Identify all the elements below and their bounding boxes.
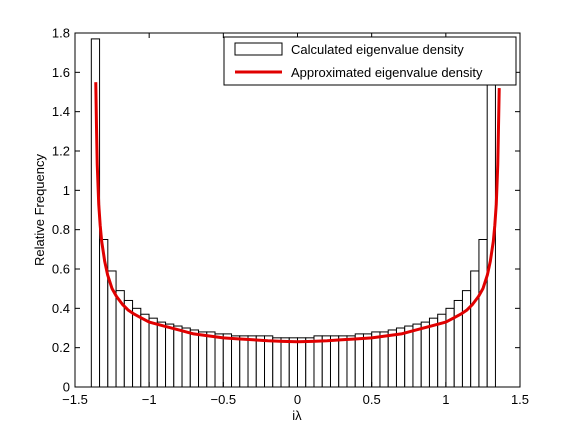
histogram-bar — [132, 307, 142, 388]
y-tick-label: 0.8 — [52, 222, 70, 237]
histogram-bar — [362, 333, 373, 388]
y-tick-label: 1.8 — [52, 26, 70, 41]
approximated-density-curve — [94, 82, 501, 344]
histogram-bar — [255, 335, 266, 388]
histogram-bar — [371, 331, 381, 388]
histogram-bar — [148, 317, 158, 388]
legend-swatch-histogram — [234, 42, 283, 56]
histogram-bar — [329, 335, 340, 388]
y-tick-label: 1.4 — [52, 104, 70, 119]
histogram-bar — [404, 325, 414, 388]
x-tick-label: 0.5 — [363, 392, 381, 407]
histogram-bar — [239, 335, 249, 388]
x-tick-label: 0 — [294, 392, 301, 407]
histogram-bar — [264, 335, 274, 388]
histogram-bar — [181, 327, 191, 388]
x-tick-label: 1.5 — [511, 392, 529, 407]
histogram-bar — [470, 270, 480, 388]
legend-label-approximated: Approximated eigenvalue density — [291, 65, 483, 80]
histogram-bar — [346, 335, 356, 388]
histogram-bar — [206, 331, 216, 388]
histogram-bar — [387, 329, 397, 388]
histogram-bar — [321, 335, 331, 388]
histogram-bar — [288, 337, 298, 388]
histogram-bar — [478, 239, 488, 388]
histogram-bar — [222, 333, 233, 388]
y-tick-label: 0.6 — [52, 262, 70, 277]
histogram-bar — [313, 335, 323, 388]
y-tick-label: 0.4 — [52, 301, 70, 316]
histogram-bar — [461, 290, 472, 388]
y-tick-label: 0 — [63, 380, 70, 395]
histogram-bar — [305, 337, 315, 388]
histogram-bar — [156, 321, 167, 388]
histogram-bar — [189, 329, 200, 388]
density-curve-layer — [94, 82, 501, 344]
x-axis-label: iλ — [292, 408, 302, 423]
histogram-bar — [173, 325, 183, 388]
x-axis-ticks: −1.5 −1 −0.5 0 0.5 1 1.5 — [62, 33, 529, 407]
histogram-bar — [379, 331, 389, 388]
histogram-bar — [231, 335, 241, 388]
y-tick-label: 0.2 — [52, 340, 70, 355]
histogram-bar — [165, 323, 175, 388]
y-tick-label: 1 — [63, 183, 70, 198]
y-tick-label: 1.6 — [52, 65, 70, 80]
histogram-bar — [354, 333, 364, 388]
legend-label-calculated: Calculated eigenvalue density — [291, 42, 464, 57]
histogram-bar — [140, 313, 150, 388]
histogram-bar — [272, 337, 282, 388]
x-tick-label: −0.5 — [210, 392, 236, 407]
histogram-bar — [428, 317, 439, 388]
histogram-bar — [214, 333, 224, 388]
histogram-bar — [395, 327, 406, 388]
histogram-bar — [280, 337, 290, 388]
y-axis-ticks: 0 0.2 0.4 0.6 0.8 1 1.2 1.4 1.6 1.8 — [52, 26, 520, 395]
histogram-bar — [247, 335, 257, 388]
x-tick-label: −1.5 — [62, 392, 88, 407]
histogram-bar — [297, 337, 307, 388]
histogram-bar — [338, 335, 348, 388]
histogram-bar — [198, 331, 208, 388]
y-tick-label: 1.2 — [52, 144, 70, 159]
y-axis-label: Relative Frequency — [32, 154, 47, 266]
x-tick-label: 1 — [442, 392, 449, 407]
histogram-bar — [420, 321, 430, 388]
legend: Calculated eigenvalue density Approximat… — [223, 36, 517, 86]
histogram-bar — [412, 323, 422, 388]
x-tick-label: −1 — [142, 392, 157, 407]
